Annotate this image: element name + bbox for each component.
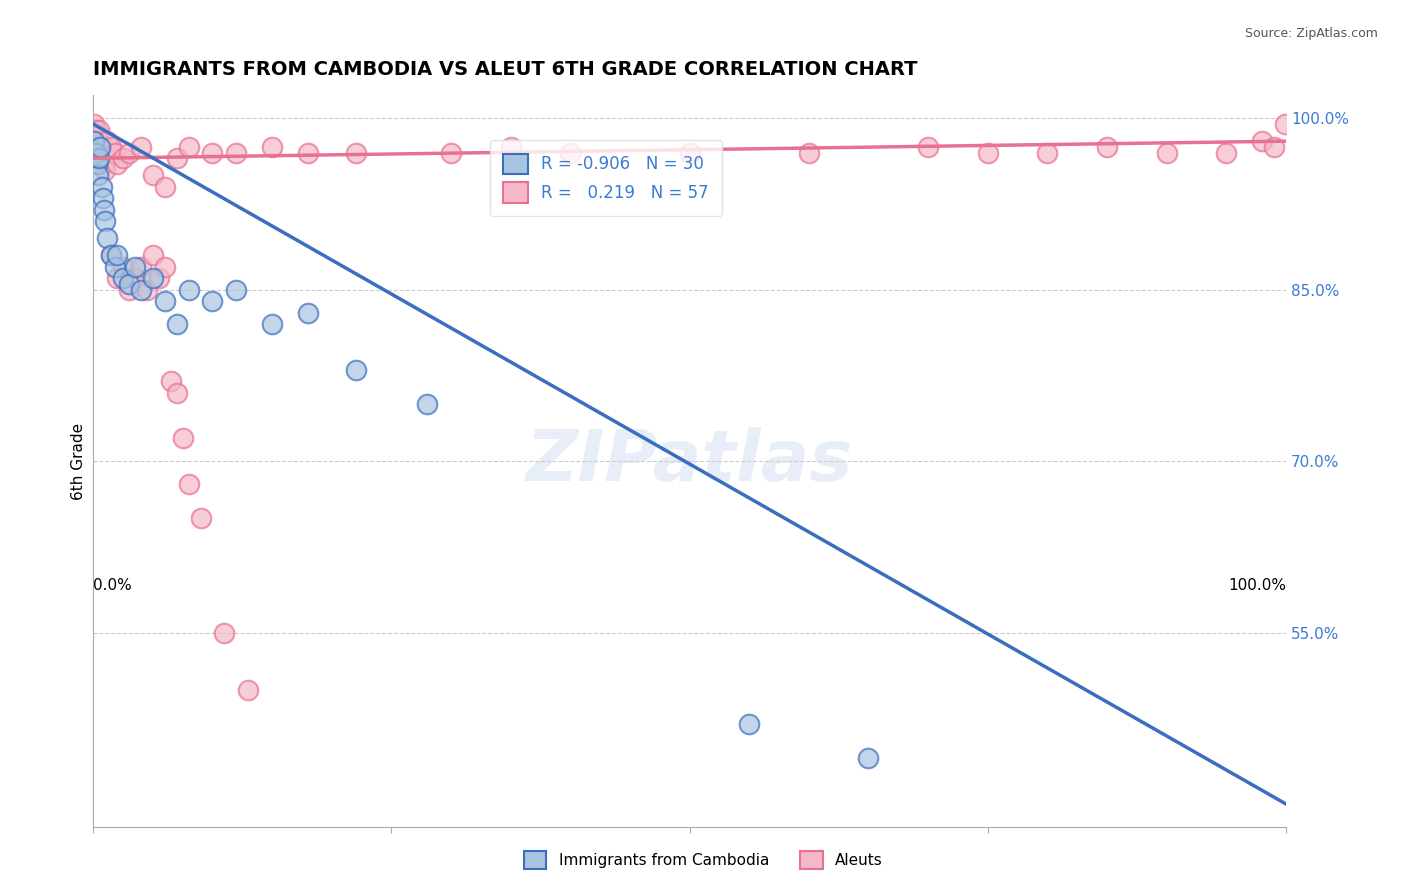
Point	[94, 214, 117, 228]
Legend: R = -0.906   N = 30, R =   0.219   N = 57: R = -0.906 N = 30, R = 0.219 N = 57	[489, 140, 723, 216]
Point	[91, 145, 114, 160]
Point	[225, 145, 247, 160]
Point	[100, 248, 122, 262]
Point	[159, 374, 181, 388]
Point	[84, 145, 107, 160]
Point	[142, 271, 165, 285]
Point	[1036, 145, 1059, 160]
Point	[90, 151, 112, 165]
Point	[100, 140, 122, 154]
Point	[1274, 117, 1296, 131]
Point	[190, 511, 212, 525]
Point	[153, 179, 176, 194]
Point	[858, 751, 880, 765]
Point	[238, 682, 260, 697]
Point	[89, 122, 111, 136]
Point	[166, 317, 188, 331]
Point	[104, 145, 127, 160]
Point	[89, 140, 111, 154]
Point	[416, 397, 439, 411]
Point	[124, 260, 146, 274]
Point	[86, 157, 108, 171]
Legend: Immigrants from Cambodia, Aleuts: Immigrants from Cambodia, Aleuts	[517, 845, 889, 875]
Point	[87, 169, 110, 183]
Text: ZIPatlas: ZIPatlas	[526, 426, 853, 496]
Point	[129, 283, 152, 297]
Point	[1156, 145, 1178, 160]
Point	[118, 145, 141, 160]
Point	[118, 277, 141, 291]
Point	[166, 151, 188, 165]
Text: Source: ZipAtlas.com: Source: ZipAtlas.com	[1244, 27, 1378, 40]
Point	[93, 157, 115, 171]
Point	[148, 271, 170, 285]
Point	[96, 134, 118, 148]
Point	[1215, 145, 1237, 160]
Point	[91, 191, 114, 205]
Point	[177, 477, 200, 491]
Point	[1251, 134, 1274, 148]
Point	[135, 283, 157, 297]
Point	[166, 385, 188, 400]
Point	[499, 140, 522, 154]
Point	[104, 260, 127, 274]
Point	[111, 271, 134, 285]
Point	[201, 294, 224, 309]
Point	[214, 625, 236, 640]
Point	[84, 122, 107, 136]
Point	[87, 134, 110, 148]
Point	[201, 145, 224, 160]
Point	[105, 271, 128, 285]
Point	[297, 305, 319, 319]
Point	[797, 145, 820, 160]
Text: 0.0%: 0.0%	[93, 578, 132, 593]
Point	[93, 202, 115, 217]
Point	[977, 145, 1000, 160]
Point	[560, 145, 582, 160]
Point	[142, 169, 165, 183]
Point	[83, 117, 105, 131]
Point	[89, 140, 111, 154]
Point	[142, 248, 165, 262]
Point	[440, 145, 463, 160]
Point	[100, 248, 122, 262]
Point	[89, 151, 111, 165]
Point	[172, 431, 194, 445]
Point	[118, 283, 141, 297]
Point	[225, 283, 247, 297]
Point	[153, 294, 176, 309]
Point	[129, 260, 152, 274]
Point	[105, 157, 128, 171]
Point	[177, 283, 200, 297]
Point	[344, 362, 367, 376]
Point	[738, 717, 761, 731]
Point	[90, 179, 112, 194]
Point	[1263, 140, 1285, 154]
Point	[262, 140, 284, 154]
Point	[262, 317, 284, 331]
Point	[344, 145, 367, 160]
Point	[96, 231, 118, 245]
Y-axis label: 6th Grade: 6th Grade	[72, 423, 86, 500]
Text: IMMIGRANTS FROM CAMBODIA VS ALEUT 6TH GRADE CORRELATION CHART: IMMIGRANTS FROM CAMBODIA VS ALEUT 6TH GR…	[93, 60, 918, 78]
Point	[297, 145, 319, 160]
Point	[111, 260, 134, 274]
Point	[129, 140, 152, 154]
Point	[83, 134, 105, 148]
Text: 100.0%: 100.0%	[1227, 578, 1286, 593]
Point	[86, 128, 108, 143]
Point	[111, 151, 134, 165]
Point	[678, 145, 700, 160]
Point	[917, 140, 939, 154]
Point	[177, 140, 200, 154]
Point	[94, 162, 117, 177]
Point	[153, 260, 176, 274]
Point	[105, 248, 128, 262]
Point	[124, 271, 146, 285]
Point	[1095, 140, 1118, 154]
